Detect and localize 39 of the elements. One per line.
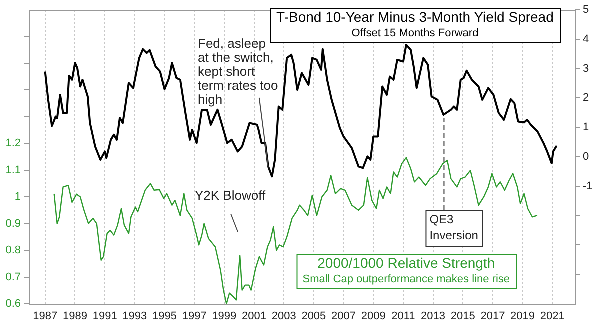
x-tick-label: 1989 — [63, 310, 88, 323]
text: 2000/1000 Relative Strength — [318, 254, 496, 271]
ref-line-label: QE3 Inversion — [430, 212, 478, 242]
x-tick-label: 2007 — [332, 310, 356, 323]
y2-tick-label: 4 — [583, 33, 590, 46]
y2-tick-label: 3 — [583, 62, 590, 75]
y-tick-label: 0.8 — [6, 244, 21, 257]
x-tick-label: 1995 — [152, 310, 177, 323]
y2-tick-label: -1 — [583, 180, 593, 192]
y-tick-label: 1.2 — [6, 138, 21, 150]
x-tick-label: 1991 — [92, 310, 118, 323]
x-tick-label: 1993 — [122, 310, 148, 323]
x-tick-label: 2017 — [480, 310, 506, 323]
annotation: Y2K Blowoff — [195, 188, 266, 204]
text: T-Bond 10-Year Minus 3-Month Yield Spread — [276, 8, 554, 25]
annotation: Small Cap outperformance makes line rise — [302, 274, 510, 286]
y2-tick-label: 2 — [583, 92, 590, 104]
x-tick-label: 2021 — [540, 310, 565, 323]
x-tick-label: 2015 — [450, 310, 476, 323]
x-tick-label: 2013 — [421, 310, 446, 323]
x-tick-label: 1997 — [182, 310, 207, 323]
x-tick-label: 2009 — [361, 310, 386, 323]
x-tick-label: 2001 — [242, 310, 267, 323]
y-tick-label: 0.6 — [6, 298, 21, 310]
y2-tick-label: 0 — [583, 151, 590, 164]
x-tick-label: 1987 — [33, 310, 58, 323]
y2-tick-label: 1 — [583, 122, 590, 134]
x-tick-label: 2019 — [510, 310, 536, 323]
y-tick-label: 1 — [14, 191, 21, 204]
y-tick-label: 0.9 — [6, 218, 21, 230]
x-tick-label: 2005 — [302, 310, 326, 323]
x-tick-label: 2003 — [272, 310, 296, 323]
annotation: Fed, asleep at the switch, kept short term rates too high — [198, 36, 278, 108]
x-tick-label: 1999 — [212, 310, 237, 323]
y-tick-label: 0.7 — [6, 271, 21, 284]
annotation: Offset 15 Months Forward — [352, 28, 479, 40]
y-tick-label: 1.1 — [6, 164, 21, 176]
y2-tick-label: 5 — [583, 4, 590, 16]
x-tick-label: 2011 — [392, 310, 416, 323]
